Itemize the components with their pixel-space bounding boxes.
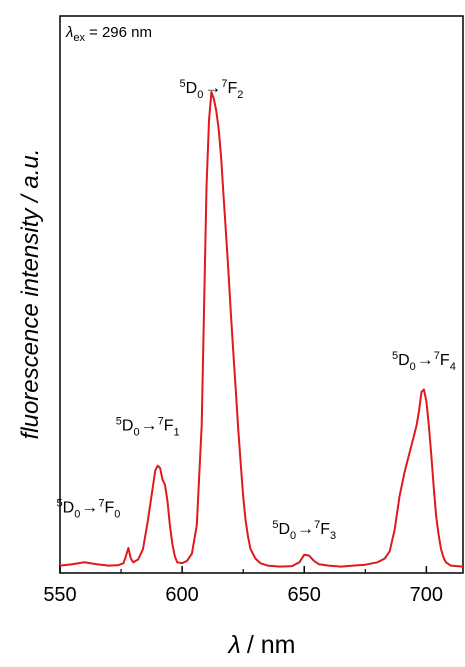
transition-upper-main: D <box>186 80 198 97</box>
x-axis-symbol: λ <box>227 631 241 659</box>
excitation-subscript: ex <box>73 32 85 44</box>
transition-lower-pre: 7 <box>98 498 104 510</box>
transition-lower-sub: 0 <box>114 509 120 521</box>
transition-arrow: → <box>141 416 158 435</box>
x-axis-unit: / nm <box>247 631 296 659</box>
plot-frame <box>59 15 464 574</box>
transition-label-f2: 5D0→7F2 <box>180 78 244 101</box>
annotation-f1: 5D0→7F1 <box>116 416 180 439</box>
transition-upper-main: D <box>63 500 75 517</box>
transition-upper-pre: 5 <box>272 519 278 531</box>
excitation-value: = 296 nm <box>89 24 152 41</box>
transition-lower-sub: 4 <box>450 361 456 373</box>
x-tick-label-550: 550 <box>43 584 76 606</box>
transition-upper-pre: 5 <box>116 416 122 428</box>
transition-label-f3: 5D0→7F3 <box>272 519 336 542</box>
transition-upper-pre: 5 <box>180 78 186 90</box>
transition-upper-main: D <box>278 521 290 538</box>
transition-upper-sub: 0 <box>290 530 296 542</box>
x-ticks: 550 600 650 700 <box>43 566 443 606</box>
x-tick-label-650: 650 <box>288 584 321 606</box>
transition-lower-pre: 7 <box>434 350 440 362</box>
transition-lower-main: F <box>104 500 114 517</box>
transition-lower-sub: 3 <box>330 530 336 542</box>
transition-arrow: → <box>204 78 221 97</box>
transition-lower-sub: 2 <box>237 89 243 101</box>
transition-upper-pre: 5 <box>57 498 63 510</box>
annotation-f4: 5D0→7F4 <box>392 350 456 373</box>
transition-lower-main: F <box>164 418 174 435</box>
y-axis-label: fluorescence intensity / a.u. <box>17 149 44 440</box>
x-tick-label-600: 600 <box>165 584 198 606</box>
transition-lower-main: F <box>227 80 237 97</box>
annotation-f0: 5D0→7F0 <box>57 498 121 521</box>
x-tick-label-700: 700 <box>410 584 443 606</box>
series-line <box>59 91 464 568</box>
transition-label-f0: 5D0→7F0 <box>57 498 121 521</box>
transition-label-f4: 5D0→7F4 <box>392 350 456 373</box>
annotation-f2: 5D0→7F2 <box>180 78 244 101</box>
transition-lower-main: F <box>440 352 450 369</box>
transition-label-f1: 5D0→7F1 <box>116 416 180 439</box>
transition-upper-main: D <box>398 352 410 369</box>
transition-upper-main: D <box>122 418 134 435</box>
transition-arrow: → <box>81 498 98 517</box>
x-axis-label: λ / nm <box>227 631 296 659</box>
transition-lower-pre: 7 <box>158 416 164 428</box>
excitation-label: λex = 296 nm <box>65 24 152 44</box>
transition-arrow: → <box>417 350 434 369</box>
excitation-symbol: λ <box>65 24 73 41</box>
transition-upper-pre: 5 <box>392 350 398 362</box>
transition-lower-pre: 7 <box>314 519 320 531</box>
annotation-f3: 5D0→7F3 <box>272 519 336 542</box>
transition-upper-sub: 0 <box>74 509 80 521</box>
transition-upper-sub: 0 <box>410 361 416 373</box>
transition-lower-pre: 7 <box>221 78 227 90</box>
transition-lower-sub: 1 <box>173 427 179 439</box>
transition-upper-sub: 0 <box>197 89 203 101</box>
transition-lower-main: F <box>320 521 330 538</box>
transition-upper-sub: 0 <box>133 427 139 439</box>
transition-arrow: → <box>297 519 314 538</box>
